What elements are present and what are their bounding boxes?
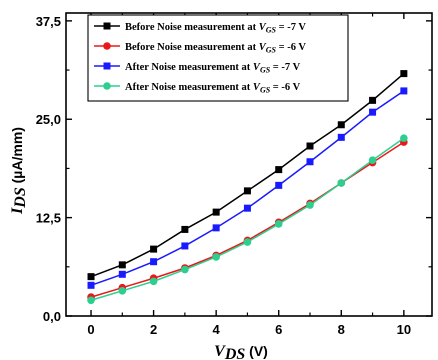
x-tick-label: 6 <box>275 322 282 337</box>
data-point <box>243 204 251 212</box>
data-point <box>369 96 377 104</box>
series-line-4 <box>90 137 405 301</box>
x-tick-label: 4 <box>213 322 221 337</box>
data-point <box>181 225 189 233</box>
data-point <box>181 242 189 250</box>
data-point <box>368 156 377 164</box>
data-point <box>274 220 283 228</box>
legend-marker <box>103 42 111 50</box>
data-point <box>87 281 95 289</box>
data-point <box>243 238 252 246</box>
series-line-1 <box>90 73 405 278</box>
data-point <box>337 133 345 141</box>
data-point <box>181 265 189 274</box>
data-point <box>118 261 126 269</box>
data-point <box>400 87 408 95</box>
legend-label: Before Noise measurement at VGS = -7 V <box>125 22 306 35</box>
series-line-2 <box>90 141 405 298</box>
x-tick-label: 8 <box>338 322 345 337</box>
data-point <box>118 287 127 295</box>
data-point <box>149 277 158 286</box>
legend-marker <box>103 62 111 70</box>
data-point <box>87 273 95 281</box>
legend-marker <box>103 82 111 90</box>
x-tick-label: 10 <box>397 322 411 337</box>
data-point <box>306 142 314 150</box>
x-tick-label: 2 <box>150 322 157 337</box>
legend-box <box>87 14 349 102</box>
data-point <box>212 253 220 261</box>
y-tick-label: 12,5 <box>36 211 61 226</box>
data-point <box>87 296 95 305</box>
data-point <box>118 270 126 278</box>
data-point <box>150 258 158 266</box>
y-axis-label: IDS (µA/mm) <box>9 127 29 215</box>
y-tick-label: 37,5 <box>36 14 61 29</box>
data-point <box>150 245 158 253</box>
data-point <box>337 179 346 187</box>
y-tick-label: 0,0 <box>43 309 61 324</box>
data-point <box>275 166 283 174</box>
x-tick-label: 0 <box>87 322 94 337</box>
data-point <box>275 181 283 189</box>
data-point <box>337 121 345 129</box>
legend-marker <box>103 22 111 30</box>
x-axis-label: VDS (V) <box>214 343 268 360</box>
legend-label: Before Noise measurement at VGS = -6 V <box>125 42 306 55</box>
data-point <box>400 70 408 78</box>
data-point <box>400 134 408 142</box>
data-point <box>212 224 220 232</box>
plot-frame <box>65 12 433 317</box>
data-point <box>306 201 314 209</box>
data-point <box>212 208 220 216</box>
data-point <box>306 158 314 166</box>
data-point <box>243 187 251 195</box>
data-point <box>369 108 377 116</box>
y-tick-label: 25,0 <box>36 112 61 127</box>
legend-label: After Noise measurement at VGS = -7 V <box>125 62 301 75</box>
legend-label: After Noise measurement at VGS = -6 V <box>125 82 301 95</box>
